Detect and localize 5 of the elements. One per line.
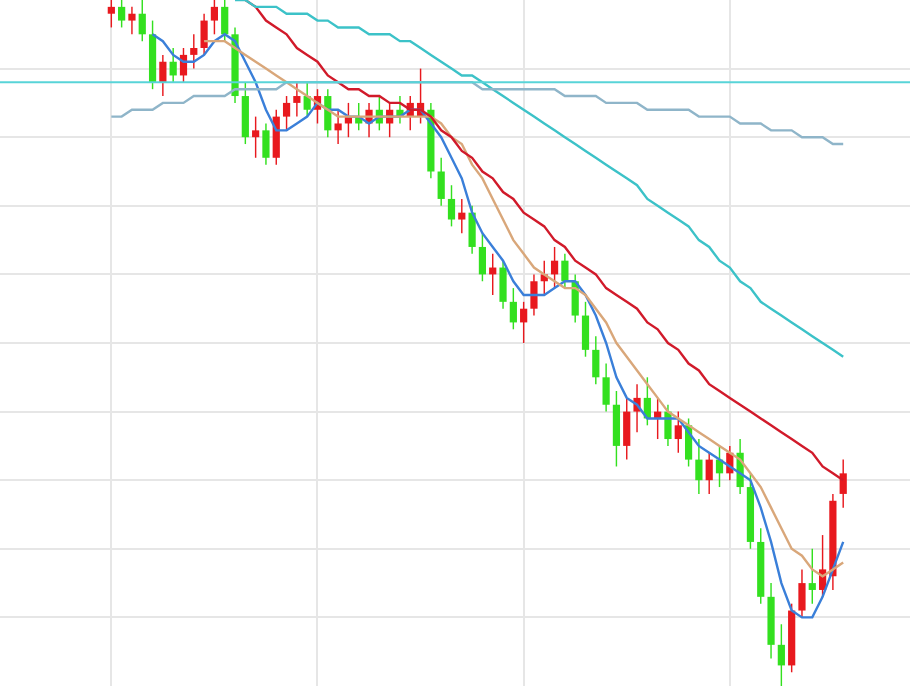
candlestick	[458, 198, 466, 234]
candlestick	[128, 6, 136, 35]
candlestick	[334, 109, 342, 145]
candlestick	[293, 82, 301, 117]
candlestick	[190, 34, 198, 69]
